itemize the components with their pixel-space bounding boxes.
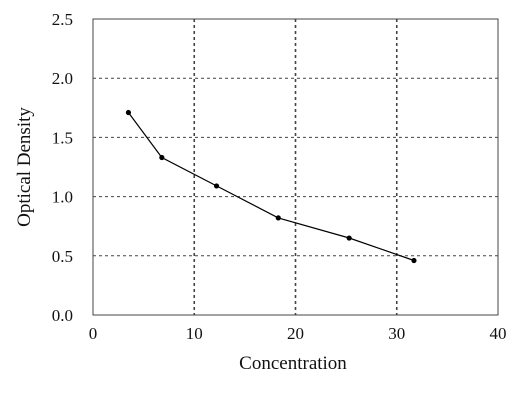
y-tick-label: 0.0	[52, 306, 73, 325]
x-tick-label: 30	[388, 324, 405, 343]
series-line	[127, 112, 415, 262]
x-tick-label: 0	[89, 324, 98, 343]
plot-area-border	[92, 18, 499, 316]
data-point	[275, 215, 281, 221]
grid-lines	[93, 19, 498, 315]
x-tick-label: 40	[490, 324, 507, 343]
y-tick-label: 2.5	[52, 10, 73, 29]
x-tick-label: 10	[186, 324, 203, 343]
y-tick-label: 1.0	[52, 188, 73, 207]
y-tick-label: 0.5	[52, 247, 73, 266]
x-tick-label: 20	[287, 324, 304, 343]
y-axis-label: Optical Density	[14, 107, 35, 227]
tick-labels: 0.0 0.5 1.0 1.5 2.0 2.5 0 10 20 30 40	[52, 10, 507, 343]
y-tick-label: 2.0	[52, 69, 73, 88]
data-point	[159, 154, 165, 161]
data-point	[213, 183, 220, 189]
data-point	[346, 235, 352, 241]
data-point	[125, 109, 132, 116]
data-series	[125, 109, 417, 264]
data-point	[411, 257, 417, 264]
x-axis-label: Concentration	[239, 353, 347, 374]
y-tick-label: 1.5	[52, 128, 73, 147]
